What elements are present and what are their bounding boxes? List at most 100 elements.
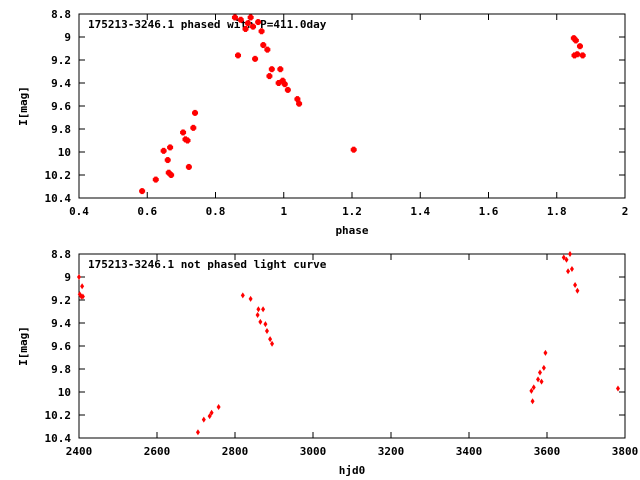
data-point (531, 384, 536, 391)
data-point (277, 66, 284, 73)
data-point (266, 73, 273, 80)
chart-title: 175213-3246.1 phased with P=411.0day (88, 18, 327, 31)
y-tick-label: 9.4 (51, 317, 71, 330)
x-tick-label: 0.6 (137, 205, 157, 218)
data-point (237, 16, 244, 23)
data-point (566, 268, 571, 275)
data-point (190, 124, 197, 131)
y-tick-label: 10.2 (45, 169, 72, 182)
data-point (240, 292, 245, 299)
data-point (192, 109, 199, 116)
y-tick-label: 10.4 (45, 432, 72, 445)
x-tick-label: 2 (622, 205, 629, 218)
data-point (231, 14, 238, 21)
y-tick-label: 9.4 (51, 77, 71, 90)
data-point (537, 369, 542, 376)
y-tick-label: 9.2 (51, 294, 71, 307)
data-point (530, 398, 535, 405)
data-point (543, 349, 548, 356)
data-point (615, 385, 620, 392)
data-point (80, 283, 85, 290)
data-point (235, 52, 242, 59)
data-point (536, 376, 541, 383)
data-point (561, 254, 566, 261)
data-point (281, 81, 288, 88)
data-point (268, 336, 273, 343)
y-tick-label: 10 (58, 386, 71, 399)
y-axis-label: I[mag] (17, 326, 30, 366)
data-point (255, 311, 260, 318)
chart-title: 175213-3246.1 not phased light curve (88, 258, 327, 271)
data-point (296, 100, 303, 107)
data-point (263, 321, 268, 328)
data-point (252, 55, 259, 62)
x-tick-label: 3000 (300, 445, 327, 458)
data-point (570, 35, 577, 42)
data-point (209, 409, 214, 416)
y-axis-label: I[mag] (17, 86, 30, 126)
x-tick-label: 1.2 (342, 205, 362, 218)
data-point (80, 293, 85, 300)
phased-light-curve-chart: 0.4 0.6 0.8 1 1.2 1.4 1.6 1.8 2 8.8 9 9.2 9.4 9.6 9.8 1… (17, 8, 628, 237)
x-tick-label: 2600 (144, 445, 171, 458)
y-tick-label: 9 (64, 271, 71, 284)
plot-frame (78, 13, 626, 199)
data-point (539, 378, 544, 385)
data-point (201, 416, 206, 423)
data-point (564, 256, 569, 263)
data-point (184, 137, 191, 144)
x-tick-label: 3200 (378, 445, 405, 458)
data-point (160, 147, 167, 154)
data-point (541, 364, 546, 371)
data-point (576, 43, 583, 50)
data-point (294, 96, 301, 103)
data-point (207, 413, 212, 420)
data-point (258, 28, 265, 35)
data-point (164, 157, 171, 164)
data-point (569, 265, 574, 272)
y-tick-label: 10.2 (45, 409, 72, 422)
y-tick-label: 9.6 (51, 100, 71, 113)
data-point (573, 282, 578, 289)
data-point (264, 46, 271, 53)
x-axis-label: phase (335, 224, 368, 237)
y-tick-label: 8.8 (51, 8, 71, 21)
y-tick-label: 9 (64, 31, 71, 44)
data-point (152, 176, 159, 183)
data-point (350, 146, 357, 153)
y-tick-label: 9.8 (51, 363, 71, 376)
x-tick-label: 2800 (222, 445, 249, 458)
data-point (572, 37, 579, 44)
data-point (256, 306, 261, 313)
data-point (258, 318, 263, 325)
plot-frame (78, 253, 626, 439)
unphased-light-curve-chart: 2400 2600 2800 3000 3200 3400 3600 3800 8.8 9 9.2 9… (17, 248, 638, 477)
data-point (139, 188, 146, 195)
data-point (579, 52, 586, 59)
data-point (77, 274, 81, 280)
x-tick-label: 3400 (456, 445, 483, 458)
data-point (250, 23, 257, 30)
x-tick-label: 1.6 (479, 205, 499, 218)
data-point (216, 403, 221, 410)
data-point (279, 77, 286, 84)
data-point (268, 66, 275, 73)
data-point (242, 25, 249, 32)
x-axis-label: hjd0 (339, 464, 366, 477)
data-point (261, 306, 266, 313)
data-point (270, 340, 275, 347)
x-tick-label: 3800 (612, 445, 639, 458)
data-point (529, 387, 534, 394)
data-point (167, 144, 174, 151)
data-point (264, 328, 269, 335)
data-point (165, 169, 172, 176)
data-point (260, 42, 267, 49)
y-tick-label: 9.6 (51, 340, 71, 353)
data-point (168, 172, 175, 178)
data-point (185, 163, 192, 170)
y-tick-label: 8.8 (51, 248, 71, 261)
x-tick-label: 2400 (66, 445, 93, 458)
x-tick-label: 1 (280, 205, 287, 218)
data-point (248, 295, 253, 302)
